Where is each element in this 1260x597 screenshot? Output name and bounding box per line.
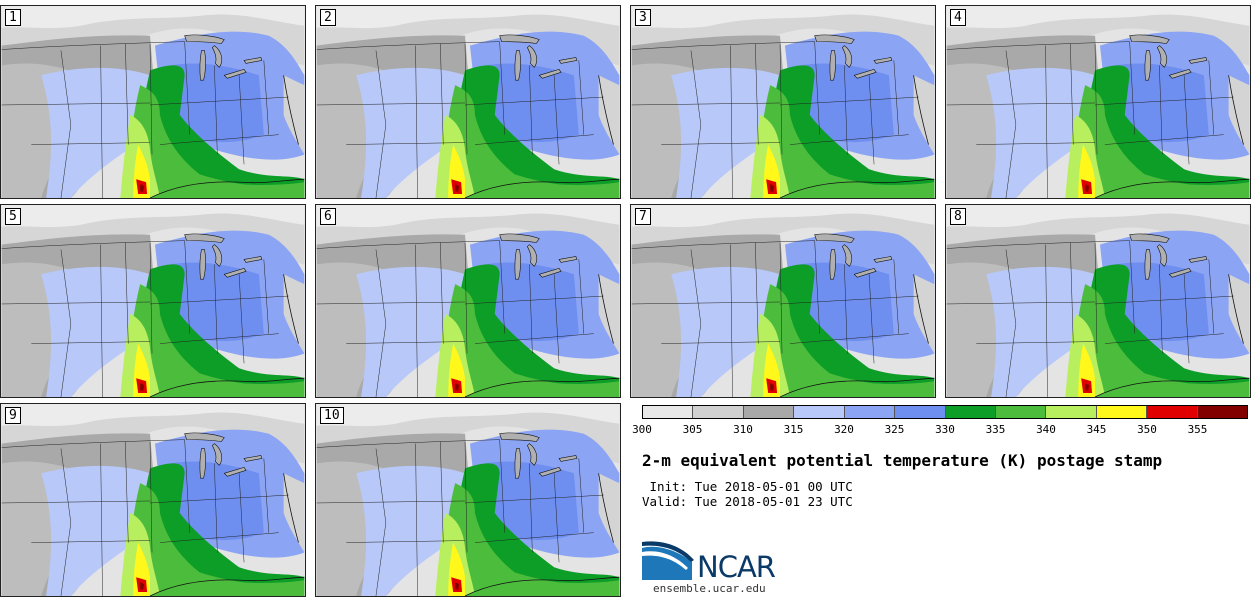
color-swatch-6: [895, 406, 946, 418]
postage-stamp-8: 8: [945, 204, 1251, 398]
color-swatch-8: [995, 406, 1047, 418]
tick-label: 325: [884, 423, 905, 436]
postage-stamp-4: 4: [945, 5, 1251, 199]
member-3-map: [631, 6, 935, 198]
tick-label: 310: [733, 423, 753, 436]
ncar-logo-text: NCAR: [697, 550, 776, 584]
init-time: Init: Tue 2018-05-01 00 UTC: [642, 479, 853, 494]
member-10-map: [316, 404, 620, 596]
ncar-logo-icon: [642, 541, 694, 580]
tick-label: 340: [1036, 423, 1056, 436]
member-number-8: 8: [950, 208, 966, 225]
member-5-map: [1, 205, 305, 397]
member-8-map: [946, 205, 1250, 397]
plot-title: 2-m equivalent potential temperature (K)…: [642, 451, 1163, 470]
valid-time: Valid: Tue 2018-05-01 23 UTC: [642, 494, 853, 509]
member-number-4: 4: [950, 9, 966, 26]
postage-stamp-7: 7: [630, 204, 936, 398]
member-number-1: 1: [5, 9, 21, 26]
member-number-9: 9: [5, 407, 21, 424]
member-number-6: 6: [320, 208, 336, 225]
member-number-10: 10: [320, 407, 344, 424]
member-6-map: [316, 205, 620, 397]
member-2-map: [316, 6, 620, 198]
tick-label: 315: [783, 423, 804, 436]
member-number-5: 5: [5, 208, 21, 225]
color-swatch-1: [643, 406, 694, 418]
tick-label: 330: [935, 423, 955, 436]
color-swatch-2: [693, 406, 744, 418]
postage-stamp-6: 6: [315, 204, 621, 398]
color-swatch-3: [743, 406, 795, 418]
color-bar-legend: [642, 405, 1248, 419]
tick-label: 305: [682, 423, 703, 436]
postage-stamp-9: 9: [0, 403, 306, 597]
color-swatch-5: [844, 406, 896, 418]
color-swatch-12: [1197, 406, 1248, 418]
tick-label: 355: [1187, 423, 1208, 436]
postage-stamp-5: 5: [0, 204, 306, 398]
color-swatch-4: [794, 406, 845, 418]
postage-stamp-2: 2: [315, 5, 621, 199]
postage-stamp-3: 3: [630, 5, 936, 199]
member-number-2: 2: [320, 9, 336, 26]
postage-stamp-10: 10: [315, 403, 621, 597]
postage-stamp-1: 1: [0, 5, 306, 199]
tick-label: 335: [985, 423, 1006, 436]
tick-label: 345: [1086, 423, 1107, 436]
member-7-map: [631, 205, 935, 397]
tick-label: 350: [1137, 423, 1157, 436]
color-swatch-7: [945, 406, 996, 418]
tick-label: 300: [632, 423, 652, 436]
color-swatch-11: [1147, 406, 1198, 418]
color-swatch-10: [1096, 406, 1148, 418]
site-url: ensemble.ucar.edu: [653, 582, 766, 595]
color-swatch-9: [1046, 406, 1097, 418]
member-number-7: 7: [635, 208, 651, 225]
member-1-map: [1, 6, 305, 198]
member-9-map: [1, 404, 305, 596]
tick-label: 320: [834, 423, 854, 436]
member-number-3: 3: [635, 9, 651, 26]
member-4-map: [946, 6, 1250, 198]
